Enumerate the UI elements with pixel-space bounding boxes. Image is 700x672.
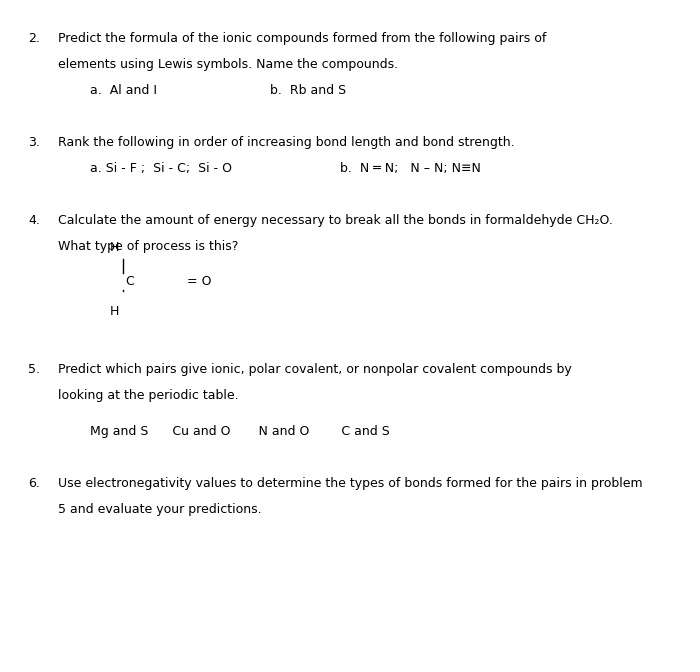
Text: 3.: 3. [28, 136, 40, 149]
Text: b.  N ═ N;   N – N; N≡N: b. N ═ N; N – N; N≡N [340, 162, 481, 175]
Text: a.  Al and I: a. Al and I [90, 84, 157, 97]
Text: Mg and S      Cu and O       N and O        C and S: Mg and S Cu and O N and O C and S [90, 425, 390, 438]
Text: Use electronegativity values to determine the types of bonds formed for the pair: Use electronegativity values to determin… [58, 477, 643, 490]
Text: What type of process is this?: What type of process is this? [58, 240, 239, 253]
Text: a. Si - F ;  Si - C;  Si - O: a. Si - F ; Si - C; Si - O [90, 162, 232, 175]
Text: H: H [110, 305, 120, 318]
Text: 5.: 5. [28, 363, 40, 376]
Text: C: C [125, 276, 134, 288]
Text: 4.: 4. [28, 214, 40, 227]
Text: H: H [110, 241, 120, 254]
Text: = O: = O [187, 276, 211, 288]
Text: Predict which pairs give ionic, polar covalent, or nonpolar covalent compounds b: Predict which pairs give ionic, polar co… [58, 363, 572, 376]
Text: 5 and evaluate your predictions.: 5 and evaluate your predictions. [58, 503, 262, 516]
Text: b.  Rb and S: b. Rb and S [270, 84, 346, 97]
Text: Rank the following in order of increasing bond length and bond strength.: Rank the following in order of increasin… [58, 136, 514, 149]
Text: 6.: 6. [28, 477, 40, 490]
Text: looking at the periodic table.: looking at the periodic table. [58, 388, 239, 402]
Text: Predict the formula of the ionic compounds formed from the following pairs of: Predict the formula of the ionic compoun… [58, 32, 547, 45]
Text: Calculate the amount of energy necessary to break all the bonds in formaldehyde : Calculate the amount of energy necessary… [58, 214, 613, 227]
Text: 2.: 2. [28, 32, 40, 45]
Text: elements using Lewis symbols. Name the compounds.: elements using Lewis symbols. Name the c… [58, 58, 398, 71]
